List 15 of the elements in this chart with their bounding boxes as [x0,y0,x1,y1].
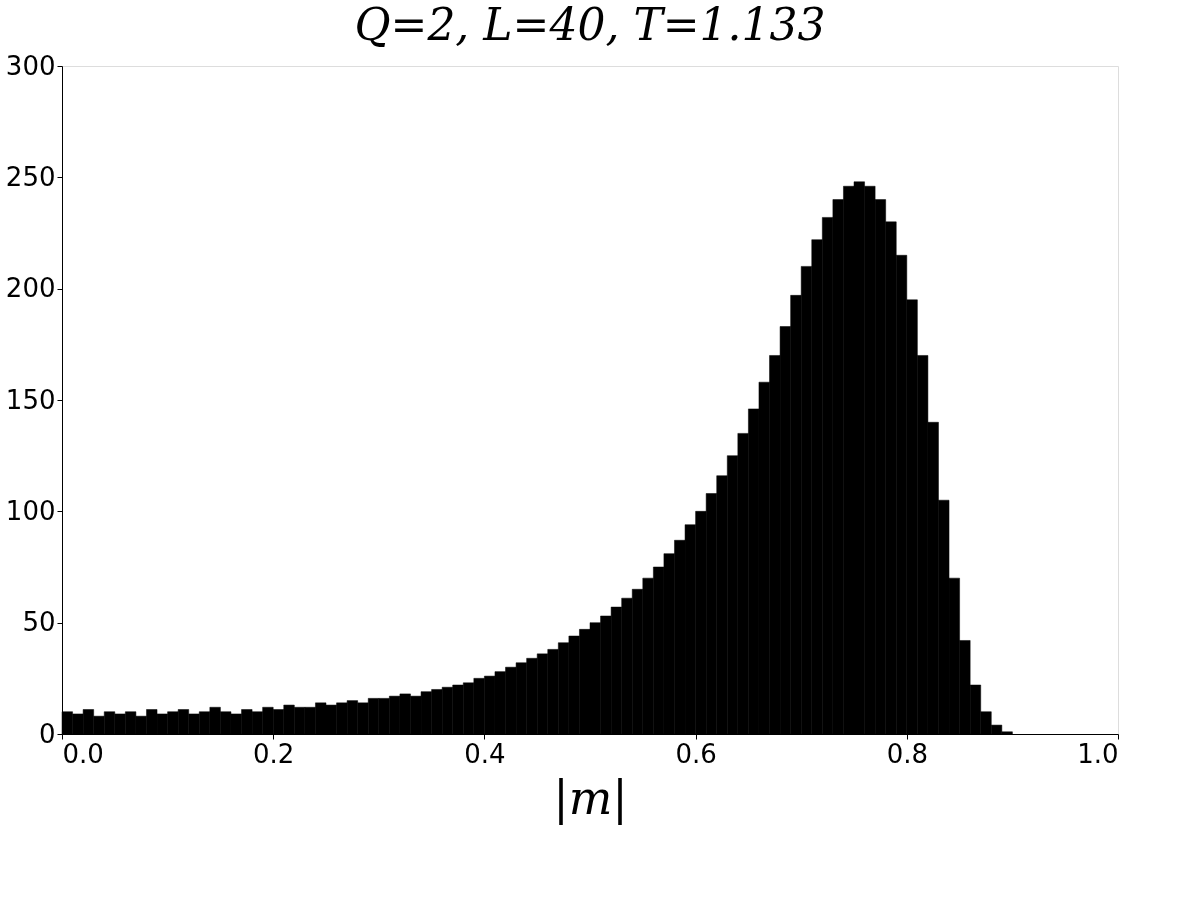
y-tick-label: 100 [5,495,56,526]
y-tick-label: 150 [5,384,56,415]
x-tick-label: 0.0 [62,738,104,769]
x-tick-label: 0.2 [253,738,295,769]
x-tick-label: 0.4 [464,738,506,769]
x-axis-title: |m| [553,770,628,825]
chart-title: Q=2, L=40, T=1.133 [354,0,826,50]
y-tick-label: 200 [5,273,56,304]
x-tick-label: 0.6 [675,738,717,769]
y-tick-label: 300 [5,50,56,81]
y-tick-label: 250 [5,161,56,192]
x-tick-label: 0.8 [886,738,928,769]
x-tick-label: 1.0 [1077,738,1119,769]
y-tick-label: 50 [22,607,56,638]
y-tick-label: 0 [38,718,56,749]
